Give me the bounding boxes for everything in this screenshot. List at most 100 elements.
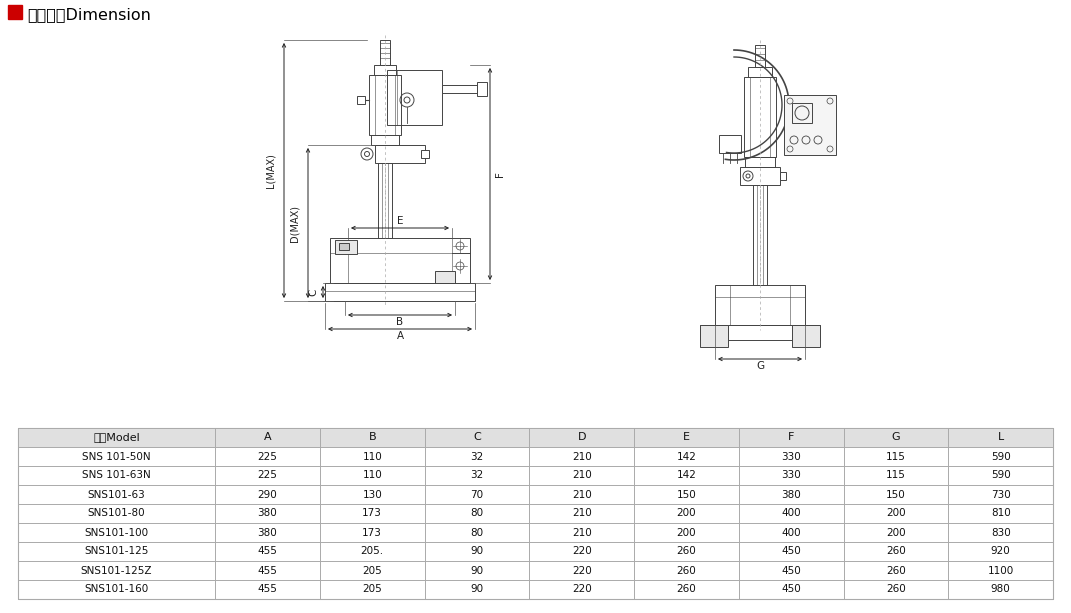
Text: 455: 455 bbox=[257, 585, 277, 595]
Text: SNS 101-50N: SNS 101-50N bbox=[82, 452, 151, 462]
Text: 32: 32 bbox=[470, 452, 484, 462]
Text: 200: 200 bbox=[886, 528, 906, 538]
Text: C: C bbox=[308, 288, 318, 295]
Text: C: C bbox=[473, 433, 481, 443]
Text: 32: 32 bbox=[470, 471, 484, 481]
Text: 115: 115 bbox=[886, 471, 906, 481]
Text: G: G bbox=[756, 361, 764, 371]
Text: 205.: 205. bbox=[361, 547, 383, 557]
Bar bbox=[380, 40, 390, 65]
Bar bbox=[325, 283, 476, 301]
Bar bbox=[7, 5, 22, 19]
Text: 980: 980 bbox=[991, 585, 1011, 595]
Bar bbox=[421, 150, 429, 158]
Text: 380: 380 bbox=[782, 490, 801, 500]
Text: 70: 70 bbox=[470, 490, 483, 500]
Bar bbox=[719, 135, 741, 153]
Text: 450: 450 bbox=[782, 585, 801, 595]
Text: 330: 330 bbox=[782, 452, 801, 462]
Text: 810: 810 bbox=[991, 509, 1011, 519]
Text: 205: 205 bbox=[362, 566, 382, 576]
Text: 210: 210 bbox=[572, 509, 591, 519]
Text: 173: 173 bbox=[362, 509, 382, 519]
Text: 260: 260 bbox=[677, 547, 696, 557]
Bar bbox=[715, 285, 805, 325]
Text: 90: 90 bbox=[470, 566, 483, 576]
Bar bbox=[435, 271, 455, 283]
Bar bbox=[375, 145, 425, 163]
Text: 590: 590 bbox=[991, 471, 1011, 481]
Bar bbox=[740, 167, 780, 185]
Text: 450: 450 bbox=[782, 566, 801, 576]
Text: 260: 260 bbox=[886, 566, 906, 576]
Text: 150: 150 bbox=[886, 490, 906, 500]
Text: 260: 260 bbox=[677, 566, 696, 576]
Bar bbox=[335, 240, 357, 254]
Text: 200: 200 bbox=[677, 528, 696, 538]
Text: F: F bbox=[788, 433, 795, 443]
Text: 150: 150 bbox=[677, 490, 696, 500]
Bar bbox=[18, 428, 1053, 599]
Text: 450: 450 bbox=[782, 547, 801, 557]
Text: L(MAX): L(MAX) bbox=[265, 153, 275, 188]
Bar bbox=[755, 45, 765, 67]
Bar bbox=[477, 82, 487, 96]
Text: F: F bbox=[495, 171, 506, 177]
Text: G: G bbox=[891, 433, 901, 443]
Bar bbox=[700, 325, 728, 347]
Text: 210: 210 bbox=[572, 528, 591, 538]
Text: 173: 173 bbox=[362, 528, 382, 538]
Text: 210: 210 bbox=[572, 452, 591, 462]
Text: D(MAX): D(MAX) bbox=[290, 205, 300, 242]
Text: SNS101-80: SNS101-80 bbox=[88, 509, 146, 519]
Text: 80: 80 bbox=[470, 509, 483, 519]
Text: 730: 730 bbox=[991, 490, 1011, 500]
Text: 210: 210 bbox=[572, 490, 591, 500]
Text: E: E bbox=[683, 433, 690, 443]
Text: 260: 260 bbox=[886, 547, 906, 557]
Bar bbox=[387, 70, 442, 125]
Text: 330: 330 bbox=[782, 471, 801, 481]
Bar bbox=[748, 67, 772, 77]
Text: 380: 380 bbox=[258, 528, 277, 538]
Text: 90: 90 bbox=[470, 547, 483, 557]
Bar bbox=[791, 103, 812, 123]
Bar bbox=[18, 428, 1053, 447]
Text: SNS101-125Z: SNS101-125Z bbox=[80, 566, 152, 576]
Bar bbox=[369, 75, 401, 135]
Text: 外型尺寸Dimension: 外型尺寸Dimension bbox=[27, 7, 151, 22]
Bar bbox=[744, 77, 776, 157]
Bar bbox=[371, 135, 399, 145]
Text: D: D bbox=[577, 433, 586, 443]
Bar bbox=[357, 96, 365, 104]
Text: 260: 260 bbox=[677, 585, 696, 595]
Text: 142: 142 bbox=[677, 452, 696, 462]
Text: A: A bbox=[263, 433, 271, 443]
Text: B: B bbox=[368, 433, 376, 443]
Bar bbox=[374, 65, 396, 75]
Text: 225: 225 bbox=[257, 471, 277, 481]
Bar bbox=[780, 172, 786, 180]
Text: 380: 380 bbox=[258, 509, 277, 519]
Text: 130: 130 bbox=[362, 490, 382, 500]
Text: SNS101-125: SNS101-125 bbox=[85, 547, 149, 557]
Text: 142: 142 bbox=[677, 471, 696, 481]
Text: SNS101-63: SNS101-63 bbox=[88, 490, 146, 500]
Bar bbox=[330, 238, 470, 283]
Text: 590: 590 bbox=[991, 452, 1011, 462]
Text: 210: 210 bbox=[572, 471, 591, 481]
Text: 400: 400 bbox=[782, 509, 801, 519]
Text: 830: 830 bbox=[991, 528, 1011, 538]
Text: SNS101-160: SNS101-160 bbox=[85, 585, 149, 595]
Text: 110: 110 bbox=[362, 471, 382, 481]
Text: B: B bbox=[396, 317, 404, 327]
Text: E: E bbox=[396, 216, 404, 226]
Bar bbox=[791, 325, 820, 347]
Text: 220: 220 bbox=[572, 566, 591, 576]
Text: 200: 200 bbox=[677, 509, 696, 519]
Text: 290: 290 bbox=[258, 490, 277, 500]
Bar bbox=[753, 185, 767, 285]
Text: 205: 205 bbox=[362, 585, 382, 595]
Text: 455: 455 bbox=[257, 547, 277, 557]
Text: 220: 220 bbox=[572, 585, 591, 595]
